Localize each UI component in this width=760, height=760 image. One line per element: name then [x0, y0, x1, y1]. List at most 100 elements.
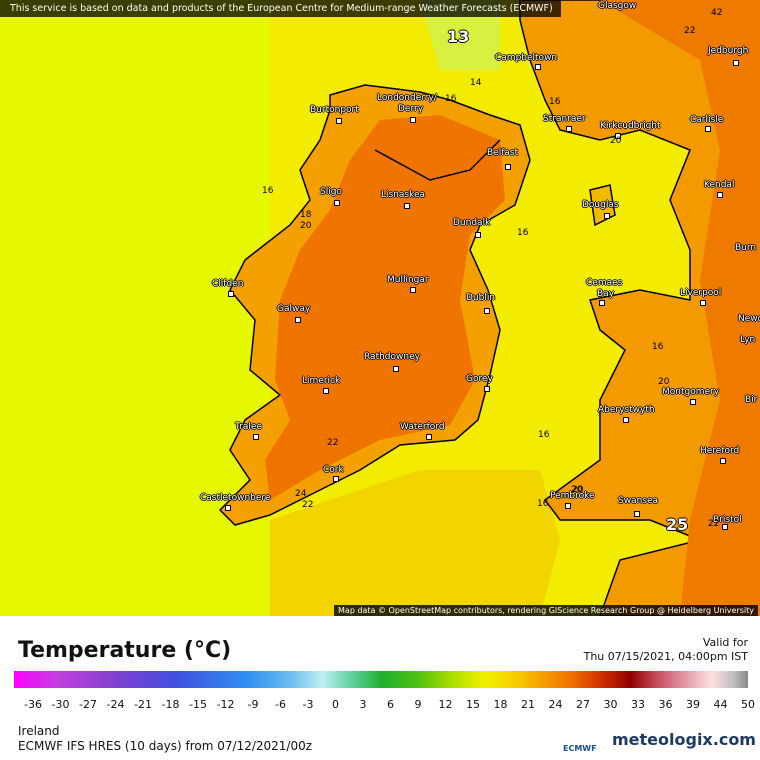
place-marker — [599, 300, 605, 306]
scale-label: 44 — [713, 698, 728, 711]
place-marker — [484, 308, 490, 314]
contour-label: 20 — [610, 136, 622, 146]
place-marker — [333, 476, 339, 482]
place-label: Derry — [398, 104, 424, 114]
place-marker — [705, 126, 711, 132]
place-marker — [404, 203, 410, 209]
place-label: Waterford — [400, 422, 445, 432]
place-marker — [295, 317, 301, 323]
contour-label: 16 — [517, 228, 529, 238]
place-label: Stranraer — [543, 114, 586, 124]
model-run: ECMWF IFS HRES (10 days) from 07/12/2021… — [18, 739, 313, 753]
place-label: Carlisle — [690, 115, 724, 125]
place-marker — [228, 291, 234, 297]
contour-label: 22 — [302, 500, 314, 510]
place-marker — [535, 64, 541, 70]
place-marker — [334, 200, 340, 206]
place-marker — [690, 399, 696, 405]
place-label: Rathdowney — [364, 352, 420, 362]
place-marker — [566, 126, 572, 132]
contour-label: 22 — [684, 26, 696, 36]
place-label: Douglas — [582, 200, 619, 210]
place-label: Hereford — [700, 446, 740, 456]
brand: meteologix.com — [612, 730, 756, 749]
place-label: Montgomery — [662, 387, 720, 397]
place-label: Belfast — [487, 148, 519, 158]
scale-label: -24 — [106, 698, 125, 711]
contour-label: 20 — [572, 485, 584, 495]
legend-title: Temperature (°C) — [18, 638, 232, 663]
contour-label: 24 — [295, 489, 307, 499]
attribution: Map data © OpenStreetMap contributors, r… — [334, 605, 758, 616]
place-label: Campbeltown — [495, 53, 558, 63]
valid-label: Valid for — [702, 636, 748, 649]
place-label: Burn — [735, 243, 757, 253]
scale-label: -9 — [247, 698, 259, 711]
valid-date: Thu 07/15/2021, 04:00pm IST — [583, 650, 748, 663]
scale-label: 6 — [387, 698, 394, 711]
place-label: Cork — [323, 465, 344, 475]
contour-label: 25 — [666, 515, 689, 534]
place-label: Tralee — [235, 422, 262, 432]
place-label: Kendal — [704, 180, 735, 190]
place-label: Bay — [597, 289, 615, 299]
place-marker — [565, 503, 571, 509]
place-marker — [426, 434, 432, 440]
place-label: Pembroke — [550, 491, 595, 501]
scale-label: 21 — [521, 698, 535, 711]
region: Ireland — [18, 724, 60, 738]
place-label: Dublin — [466, 293, 496, 303]
ecmwf-logo: ECMWF — [563, 744, 597, 753]
place-label: Lyn — [740, 335, 756, 345]
place-label: Sligo — [320, 187, 342, 197]
contour-label: 42 — [711, 8, 723, 18]
scale-label: -36 — [24, 698, 42, 711]
place-label: Glasgow — [598, 1, 637, 11]
place-marker — [717, 192, 723, 198]
place-marker — [336, 118, 342, 124]
scale-label: 18 — [493, 698, 508, 711]
scale-label: 33 — [631, 698, 645, 711]
place-label: Gorey — [466, 374, 493, 384]
scale-label: -30 — [51, 698, 70, 711]
place-marker — [253, 434, 259, 440]
contour-label: 16 — [537, 499, 549, 509]
scale-label: -12 — [216, 698, 235, 711]
scale-label: -15 — [189, 698, 207, 711]
notice: This service is based on data and produc… — [0, 0, 561, 17]
place-label: Liverpool — [680, 288, 722, 298]
scale-label: -18 — [161, 698, 180, 711]
place-marker — [604, 213, 610, 219]
contour-label: 20 — [300, 221, 312, 231]
place-marker — [410, 287, 416, 293]
contour-label: 20 — [658, 377, 670, 387]
place-label: Castletownbere — [200, 493, 271, 503]
place-marker — [634, 511, 640, 517]
contour-label: 16 — [445, 94, 457, 104]
color-scale — [14, 671, 748, 688]
place-label: Londonderry/ — [377, 93, 437, 103]
contour-label: 16 — [262, 186, 274, 196]
contour-label: 22 — [327, 438, 339, 448]
place-label: Kirkcudbright — [600, 121, 661, 131]
place-marker — [615, 133, 621, 139]
scale-label: 24 — [548, 698, 563, 711]
place-label: Limerick — [302, 376, 341, 386]
map: This service is based on data and produc… — [0, 0, 760, 616]
scale-label: -21 — [134, 698, 152, 711]
place-label: Jedburgh — [708, 46, 749, 56]
scale-label: 27 — [576, 698, 590, 711]
scale-label: 30 — [603, 698, 618, 711]
place-marker — [484, 386, 490, 392]
contour-label: 22 — [708, 519, 720, 529]
contour-label: 16 — [652, 342, 664, 352]
place-label: Burtonport — [310, 105, 359, 115]
map-shapes — [0, 0, 760, 616]
place-label: Swansea — [618, 496, 659, 506]
scale-label: 9 — [414, 698, 422, 711]
place-marker — [475, 232, 481, 238]
place-marker — [700, 300, 706, 306]
scale-label: 12 — [438, 698, 453, 711]
place-label: Aberystwyth — [598, 405, 655, 415]
scale-label: 3 — [359, 698, 367, 711]
